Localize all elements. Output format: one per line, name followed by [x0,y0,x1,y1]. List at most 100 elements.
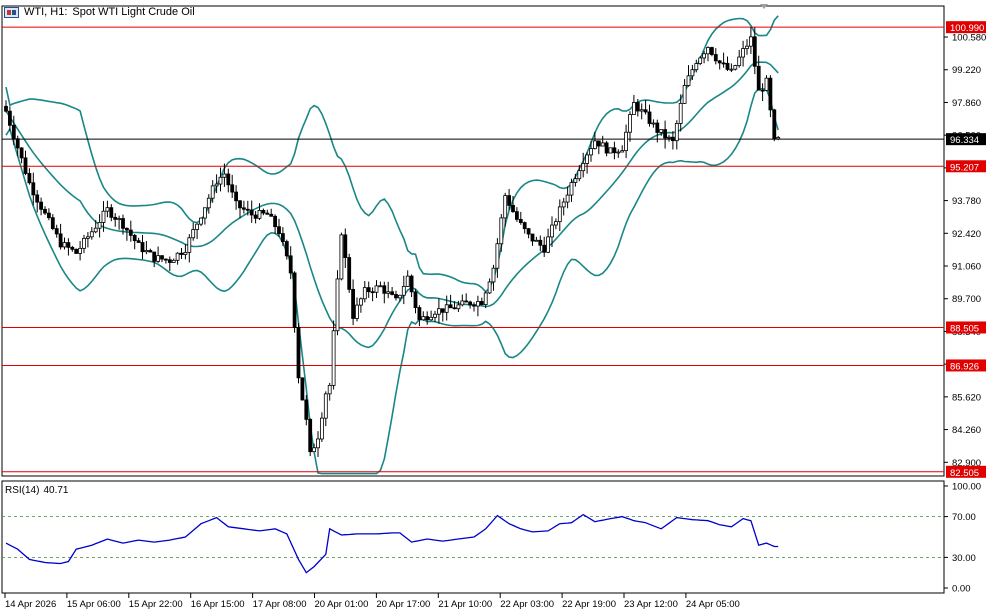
candle-body [386,291,391,294]
candlesticks [4,27,781,457]
candle-body [706,47,710,55]
candle-body [292,272,297,328]
candle-body [277,226,281,235]
candle-body [160,255,164,260]
candle-body [238,200,242,209]
shift-marker-icon[interactable] [760,4,768,9]
candle-body [39,201,43,210]
candle-body [659,129,664,133]
rsi-indicator-label: RSI(14) 40.71 [5,485,68,496]
candle-body [394,294,398,299]
candle-body [89,231,94,238]
current-price-label: 96.334 [950,135,979,146]
candle-body [565,194,570,203]
candle-body [128,229,133,236]
candle-body [764,77,769,91]
candle-body [721,62,726,65]
candle-body [11,124,16,140]
candle-body [710,47,714,55]
candle-body [468,301,473,306]
candle-body [507,195,512,206]
candle-body [651,122,656,125]
candle-body [495,243,500,269]
candle-body [253,214,258,219]
candle-body [433,313,437,318]
candle-body [733,65,738,70]
candle-body [475,301,480,307]
level-tag-label: 95.207 [950,162,979,173]
candle-body [163,258,168,261]
price-panel[interactable]: 100.58099.22097.86096.50095.14093.78092.… [1,4,986,479]
candle-body [542,244,547,253]
chart-title: WTI, H1: Spot WTI Light Crude Oil [4,4,195,20]
candle-body [772,109,777,140]
candle-body [245,208,250,211]
candle-body [620,150,625,153]
level-tag-label: 86.926 [950,361,979,372]
candle-body [70,246,75,250]
chart-window-icon[interactable] [4,6,19,18]
price-tick-label: 85.620 [952,392,981,403]
candle-body [97,222,102,229]
candle-body [316,438,320,449]
candle-body [121,218,125,229]
candle-body [546,236,550,253]
candle-body [171,259,176,263]
candle-body [499,217,504,245]
candle-body [261,210,266,214]
candle-body [15,138,20,149]
candle-body [464,300,469,303]
candle-body [436,308,441,315]
price-tick-label: 82.900 [952,458,981,469]
candle-body [374,285,379,293]
candle-body [557,206,562,223]
candle-body [643,109,648,113]
horizontal-levels[interactable] [2,26,944,473]
candle-body [319,417,324,440]
candle-body [136,240,141,243]
candle-body [678,102,683,124]
candle-body [639,109,644,112]
candle-body [273,215,278,228]
rsi-panel[interactable]: 100.00 70.00 30.00 0.00 [1,480,981,595]
candle-body [214,183,219,187]
candle-body [241,207,246,210]
candle-body [327,384,332,395]
time-tick-label: 21 Apr 10:00 [438,599,492,610]
candle-body [179,252,184,255]
candle-body [308,418,313,453]
candle-body [27,173,32,184]
candle-body [405,275,410,287]
candle-body [351,288,356,319]
candle-body [518,218,523,224]
candle-body [269,213,274,217]
candle-body [585,154,589,164]
time-tick-label: 16 Apr 15:00 [191,599,245,610]
candle-body [635,102,640,112]
candle-body [4,105,8,112]
candle-body [686,75,691,86]
price-tick-label: 84.260 [952,425,981,436]
candle-body [741,48,745,58]
candle-body [448,304,453,309]
price-tick-label: 100.580 [952,33,986,44]
candle-body [717,60,722,64]
candle-body [390,291,395,295]
candle-body [148,250,153,253]
candle-body [421,316,426,321]
candle-body [132,234,137,242]
candle-body [515,211,519,220]
level-tag [946,21,986,34]
candle-body [452,307,457,310]
candle-body [19,147,24,159]
candle-body [343,234,348,258]
candle-body [378,285,383,288]
candle-body [647,111,652,124]
candle-body [429,316,434,321]
price-tick-label: 99.220 [952,65,981,76]
price-tick-label: 91.060 [952,262,981,273]
candle-body [156,255,161,262]
candle-body [43,208,47,214]
bollinger-lower [5,88,779,475]
